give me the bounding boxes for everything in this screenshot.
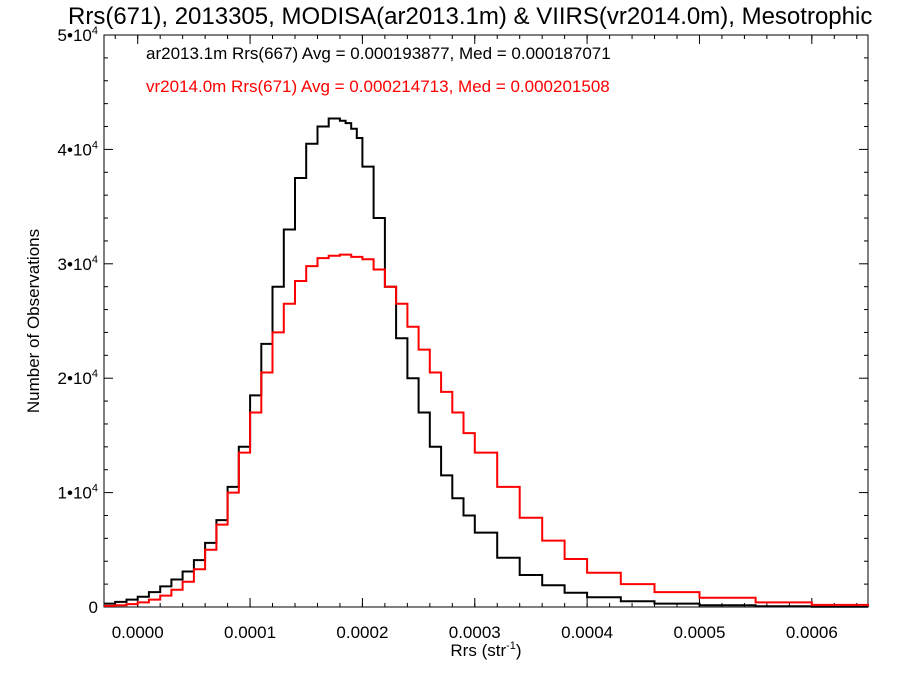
y-tick-mantissa: 1•10	[58, 484, 92, 503]
y-tick-label: 0	[89, 598, 98, 617]
y-tick-mantissa: 5•10	[58, 26, 92, 45]
y-axis-label: Number of Observations	[24, 229, 43, 413]
x-tick-label: 0.0003	[449, 623, 501, 642]
plot-frame	[103, 34, 869, 608]
x-axis-label: Rrs (str-1)	[450, 640, 521, 660]
series-layer	[104, 117, 869, 608]
x-tick-label: 0.0005	[673, 623, 725, 642]
x-axis-label-sup: -1	[506, 640, 516, 652]
y-tick-exponent: 4	[92, 25, 98, 37]
y-tick-exponent: 4	[92, 483, 98, 495]
y-tick-label: 5•104	[58, 25, 98, 45]
x-axis-ticks: 0.0000 0.0001 0.0002 0.0003 0.0004 0.0005 0.00…	[112, 35, 858, 642]
y-tick-label: 4•104	[58, 139, 98, 159]
x-tick-label: 0.0000	[112, 623, 164, 642]
x-tick-label: 0.0006	[786, 623, 838, 642]
x-axis-label-end: )	[516, 641, 522, 660]
x-tick-label: 0.0001	[224, 623, 276, 642]
x-tick-label: 0.0002	[336, 623, 388, 642]
y-tick-exponent: 4	[92, 254, 98, 266]
y-tick-mantissa: 2•10	[58, 369, 92, 388]
y-tick-exponent: 4	[92, 139, 98, 151]
y-tick-label: 1•104	[58, 483, 98, 503]
series-line-ar2013	[104, 117, 869, 608]
x-tick-label: 0.0004	[561, 623, 613, 642]
legend-entry-ar2013: ar2013.1m Rrs(667) Avg = 0.000193877, Me…	[146, 44, 611, 63]
y-tick-mantissa: 4•10	[58, 140, 92, 159]
x-axis-label-main: Rrs (str	[450, 641, 506, 660]
y-tick-label: 2•104	[58, 368, 98, 388]
legend-entry-vr2014: vr2014.0m Rrs(671) Avg = 0.000214713, Me…	[146, 77, 610, 96]
series-line-vr2014	[104, 253, 869, 607]
y-tick-mantissa: 0	[89, 598, 98, 617]
y-tick-exponent: 4	[92, 368, 98, 380]
chart-title: Rrs(671), 2013305, MODISA(ar2013.1m) & V…	[68, 3, 872, 30]
plot-border	[103, 34, 869, 608]
y-tick-label: 3•104	[58, 254, 98, 274]
y-tick-mantissa: 3•10	[58, 255, 92, 274]
